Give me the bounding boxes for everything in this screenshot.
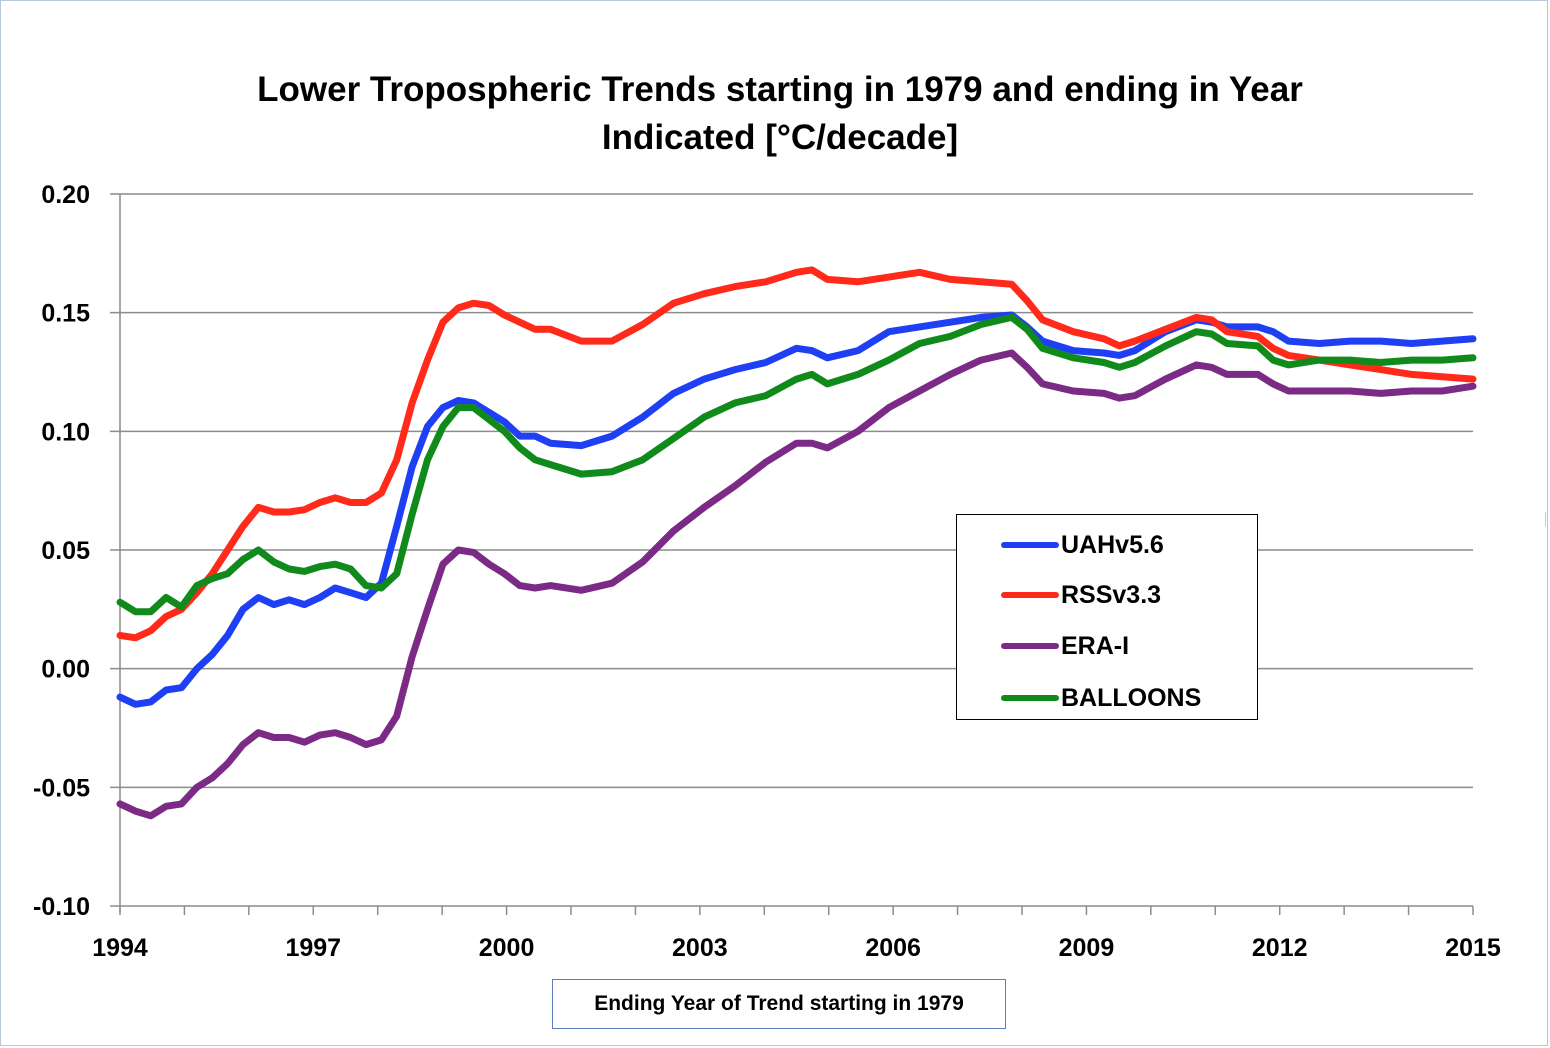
x-tick-label: 2006	[865, 934, 921, 962]
x-axis-title-text: Ending Year of Trend starting in 1979	[594, 992, 964, 1015]
x-tick-label: 2009	[1059, 934, 1115, 962]
x-tick-label: 1994	[92, 934, 148, 962]
chart-title-line-2: Indicated [°C/decade]	[601, 118, 959, 157]
y-tick-label: 0.20	[41, 181, 90, 209]
series-line-uahv5-6	[116, 311, 1477, 708]
legend-label-balloons: BALLOONS	[1061, 683, 1202, 712]
legend-item-era: ERA-I	[1001, 628, 1129, 664]
y-tick-label: -0.10	[33, 893, 90, 921]
legend-swatch-balloons	[1001, 695, 1059, 701]
y-tick-label: 0.00	[41, 656, 90, 684]
legend-label-rss: RSSv3.3	[1061, 580, 1162, 609]
x-tick-label: 2003	[672, 934, 728, 962]
legend-item-balloons: BALLOONS	[1001, 680, 1201, 716]
x-tick-label: 2015	[1445, 934, 1501, 962]
series-line-balloons	[116, 313, 1477, 616]
x-tick-label: 2000	[479, 934, 535, 962]
x-tick-label: 2012	[1252, 934, 1308, 962]
legend-swatch-era	[1001, 643, 1059, 649]
x-axis-title: Ending Year of Trend starting in 1979	[552, 979, 1006, 1029]
legend-item-rss: RSSv3.3	[1001, 577, 1161, 613]
chart-title-line-1: Lower Tropospheric Trends starting in 19…	[257, 70, 1303, 109]
legend-swatch-uah	[1001, 542, 1059, 548]
y-tick-label: 0.05	[41, 537, 90, 565]
series-line-era-i	[116, 349, 1477, 820]
x-tick-label: 1997	[285, 934, 341, 962]
resize-handle[interactable]	[1545, 512, 1550, 526]
y-tick-label: -0.05	[33, 774, 90, 802]
legend-label-uah: UAHv5.6	[1061, 530, 1164, 559]
chart-title: Lower Tropospheric Trends starting in 19…	[150, 66, 1410, 162]
legend-item-uah: UAHv5.6	[1001, 527, 1164, 563]
legend-swatch-rss	[1001, 592, 1059, 598]
legend-label-era: ERA-I	[1061, 631, 1130, 660]
series-line-rssv3-3	[116, 266, 1477, 642]
legend: UAHv5.6 RSSv3.3 ERA-I BALLOONS	[956, 514, 1258, 720]
y-tick-label: 0.10	[41, 418, 90, 446]
y-tick-label: 0.15	[41, 300, 90, 328]
